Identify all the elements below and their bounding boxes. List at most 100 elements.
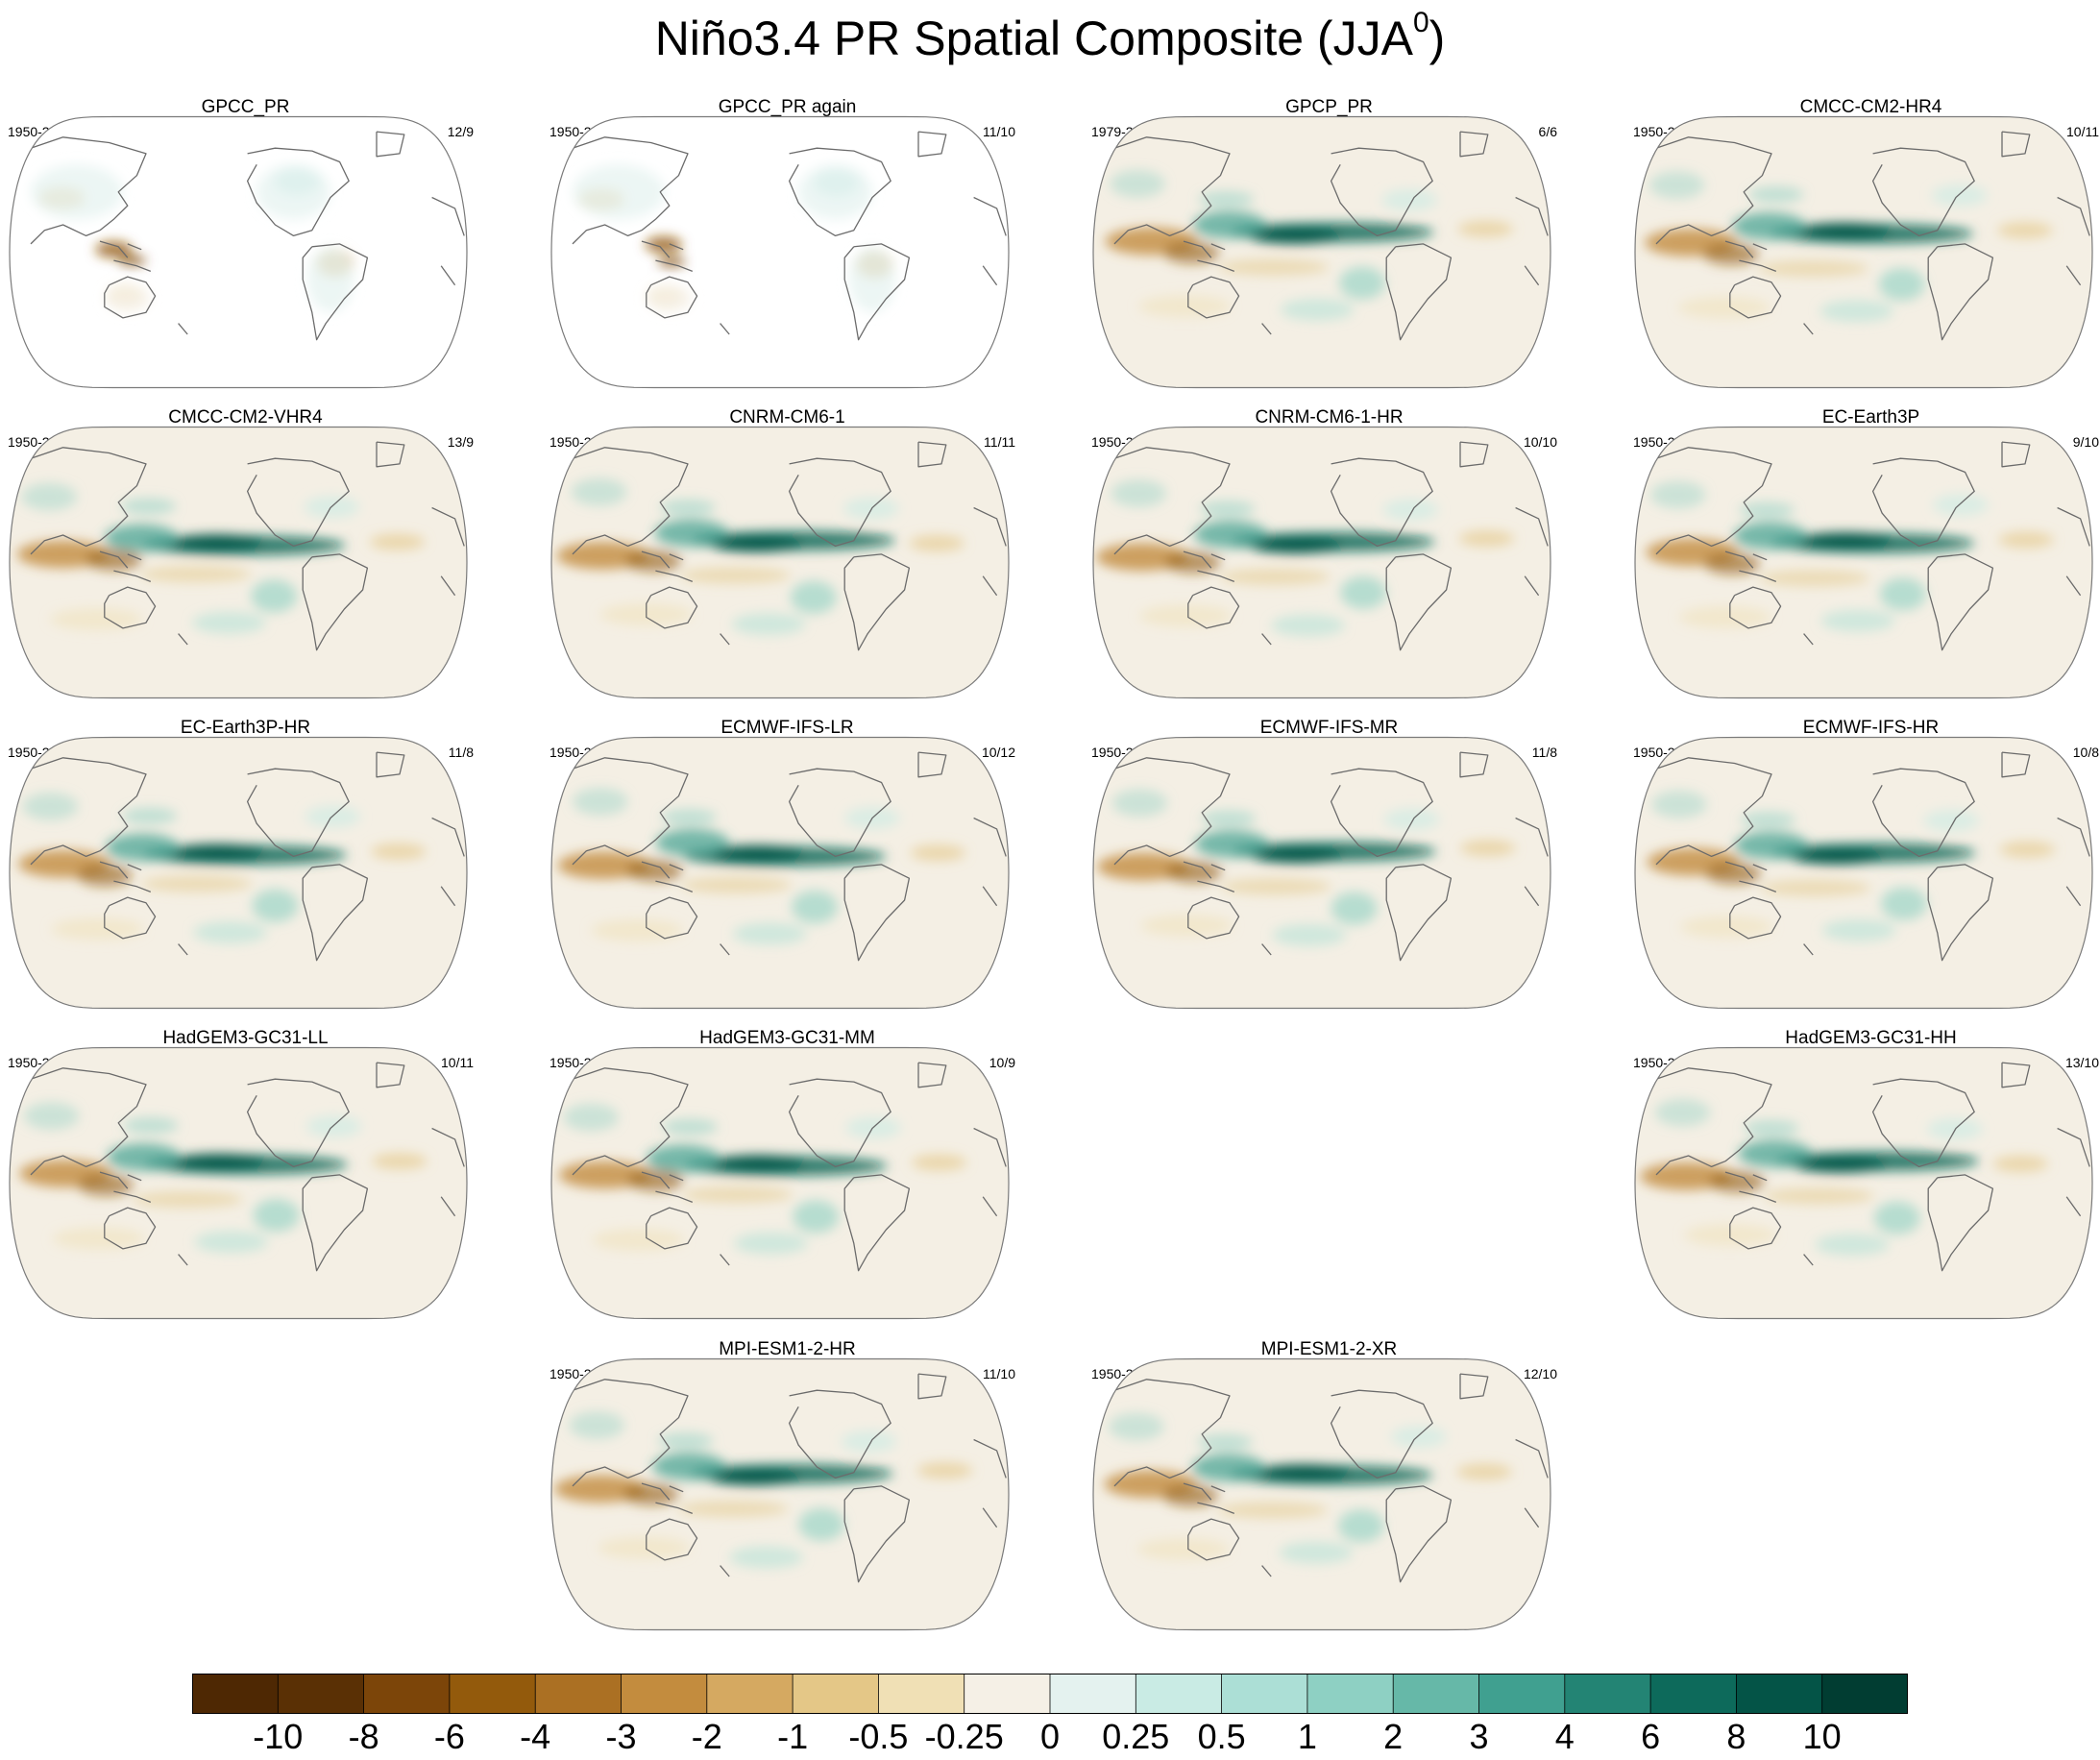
precip-anomaly-region — [1740, 812, 1796, 829]
coastline — [720, 1254, 730, 1266]
coastline — [302, 1174, 369, 1272]
precip-anomaly-region — [654, 519, 728, 548]
colorbar-bin — [1135, 1674, 1223, 1714]
colorbar-bin — [1821, 1674, 1908, 1714]
map-plot — [1634, 736, 2093, 1010]
precip-anomaly-region — [1923, 809, 1979, 832]
coastline — [440, 1196, 456, 1217]
coastline — [572, 1379, 689, 1487]
coastline — [973, 1127, 1007, 1167]
coastline — [1113, 1379, 1231, 1487]
precip-anomaly-region — [563, 1103, 619, 1132]
map-plot — [9, 1046, 468, 1320]
coastline — [1183, 861, 1212, 879]
coastline — [1739, 1190, 1777, 1204]
coastline — [1871, 768, 1975, 858]
coastline — [30, 136, 147, 245]
panel-title: HadGEM3-GC31-MM — [699, 1028, 875, 1048]
colorbar-bin — [1221, 1674, 1308, 1714]
coastline — [1524, 575, 1540, 597]
precip-anomaly-region — [1192, 210, 1267, 239]
coastline — [1752, 243, 1768, 251]
map-outline — [550, 426, 1010, 699]
coastline — [646, 896, 698, 940]
coastline — [2065, 886, 2082, 907]
chart-title: Niño3.4 PR Spatial Composite (JJA0) — [0, 8, 2100, 69]
map-plot — [9, 426, 468, 699]
colorbar-bin — [792, 1674, 880, 1714]
coastline — [1459, 131, 1489, 158]
precip-anomaly-region — [104, 284, 151, 313]
precip-anomaly-region — [657, 1432, 714, 1450]
coastline — [1183, 240, 1212, 258]
coastline — [127, 1174, 142, 1182]
precip-anomaly-region — [1790, 847, 1883, 865]
panel-title: CMCC-CM2-HR4 — [1799, 97, 1942, 117]
precip-anomaly-region — [1199, 501, 1256, 518]
map-plot — [9, 115, 468, 389]
precip-anomaly-region — [1331, 892, 1378, 925]
colorbar-bin — [1049, 1674, 1137, 1714]
precip-anomaly-region — [790, 580, 837, 614]
map-outline — [9, 426, 468, 699]
map-plot — [550, 1357, 1010, 1631]
coastline — [1210, 864, 1226, 871]
coastline — [572, 1067, 689, 1176]
precip-anomaly-region — [1798, 532, 1892, 550]
coastline — [1261, 323, 1272, 335]
precip-anomaly-region — [1280, 298, 1355, 321]
coastline — [1803, 943, 1814, 956]
chart-title-superscript: 0 — [1412, 7, 1429, 39]
precip-anomaly-region — [1279, 1541, 1354, 1564]
colorbar-tick-labels: -10 -8 -6 -4 -3 -2 -1 -0.5 -0.25 0 0.25 0.5 1 2 3 4 6 8 10 — [0, 1718, 2100, 1756]
precip-anomaly-region — [1733, 522, 1808, 550]
coastline — [655, 259, 694, 273]
panel-title: HadGEM3-GC31-HH — [1785, 1028, 1957, 1048]
colorbar-bin — [964, 1674, 1051, 1714]
precip-anomaly-region — [909, 535, 965, 551]
coastline — [843, 864, 911, 962]
precip-anomaly-region — [1997, 222, 2053, 239]
map-panel: EC-Earth3P-HR 1950-2014 11/8 — [8, 717, 483, 1028]
precip-anomaly-region — [1218, 258, 1330, 276]
precip-anomaly-region — [843, 497, 899, 520]
precip-anomaly-region — [627, 1169, 684, 1192]
colorbar-bin — [878, 1674, 965, 1714]
coastline — [1113, 136, 1231, 245]
precip-anomaly-region — [729, 1546, 803, 1569]
precip-anomaly-region — [121, 807, 178, 824]
precip-anomaly-region — [123, 1117, 179, 1135]
coastline — [1803, 633, 1814, 646]
coastline — [302, 864, 369, 962]
precip-anomaly-region — [557, 851, 650, 879]
precip-anomaly-region — [712, 1155, 805, 1172]
precip-anomaly-region — [120, 498, 177, 515]
coastline — [973, 817, 1007, 857]
precip-anomaly-region — [592, 1229, 685, 1251]
precip-anomaly-region — [1748, 186, 1804, 204]
precip-anomaly-region — [910, 844, 966, 862]
map-outline — [550, 1046, 1010, 1320]
precip-anomaly-region — [792, 891, 838, 924]
precip-anomaly-region — [1705, 862, 1762, 885]
coastline — [440, 265, 456, 286]
coastline — [1724, 861, 1754, 879]
precip-anomaly-region — [626, 860, 682, 882]
coastline — [440, 886, 456, 907]
coastline — [2001, 441, 2031, 468]
precip-anomaly-region — [1137, 1538, 1230, 1560]
precip-anomaly-region — [1734, 831, 1809, 860]
precip-anomaly-region — [1248, 227, 1341, 244]
map-plot — [1092, 736, 1551, 1010]
coastline — [641, 1171, 671, 1189]
panel-event-count: 6/6 — [1538, 124, 1557, 139]
coastline — [1524, 886, 1540, 907]
precip-anomaly-region — [711, 845, 803, 862]
panel-title: ECMWF-IFS-LR — [720, 718, 854, 738]
precip-anomaly-region — [679, 567, 791, 584]
precip-anomaly-region — [1998, 531, 2054, 549]
precip-anomaly-region — [1140, 915, 1233, 937]
map-plot — [550, 1046, 1010, 1320]
precip-anomaly-region — [369, 533, 426, 550]
colorbar-bin — [277, 1674, 365, 1714]
